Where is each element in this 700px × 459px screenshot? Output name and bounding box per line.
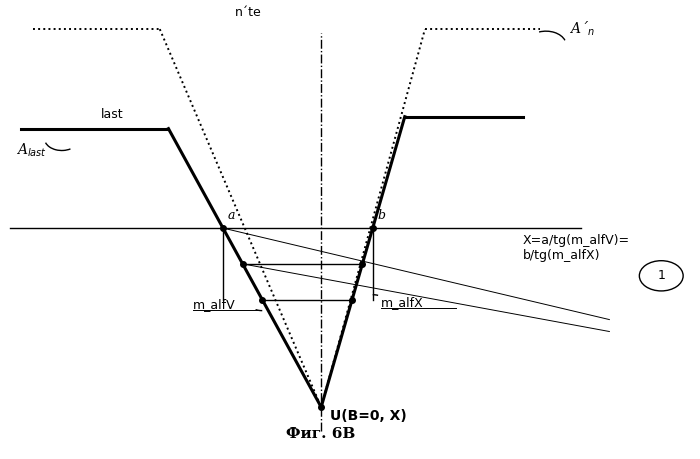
- Text: A$_{last}$: A$_{last}$: [15, 142, 47, 159]
- Text: X=a/tg(m_alfV)=
b/tg(m_alfX): X=a/tg(m_alfV)= b/tg(m_alfX): [523, 234, 630, 262]
- Text: last: last: [101, 108, 124, 122]
- Text: 1: 1: [657, 269, 665, 282]
- Text: Фиг. 6В: Фиг. 6В: [286, 427, 356, 441]
- Text: m_alfV: m_alfV: [193, 298, 236, 311]
- Text: n´te: n´te: [234, 6, 262, 19]
- Text: b: b: [377, 209, 385, 222]
- Text: U(B=0, X): U(B=0, X): [330, 409, 407, 423]
- Text: m_alfX: m_alfX: [382, 297, 424, 309]
- Text: A´$_{n}$: A´$_{n}$: [569, 20, 595, 39]
- Text: a: a: [228, 209, 235, 222]
